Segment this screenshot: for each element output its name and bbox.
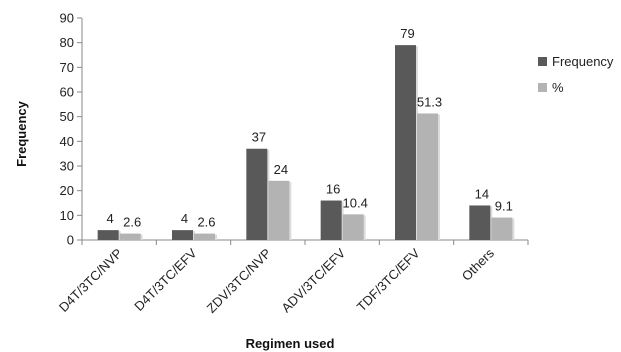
data-label: 2.6 (123, 215, 141, 230)
data-label: 4 (181, 211, 188, 226)
y-tick-label: 90 (60, 11, 74, 26)
bar (417, 113, 438, 240)
y-tick-label: 50 (60, 109, 74, 124)
x-axis: D4T/3TC/NVP D4T/3TC/EFV ZDV/3TC/NVP ADV/3TC… (56, 239, 529, 316)
y-tick-label: 40 (60, 134, 74, 149)
bar (342, 214, 364, 240)
y-tick-label: 0 (67, 233, 74, 248)
x-tick-label: TDF/3TC/EFV (354, 245, 423, 314)
bar (119, 233, 141, 240)
y-tick-label: 20 (60, 183, 74, 198)
bar (194, 233, 215, 240)
data-label: 4 (107, 211, 114, 226)
y-tick-label: 30 (60, 159, 74, 174)
legend-swatch (538, 83, 547, 92)
data-label: 14 (475, 186, 489, 201)
data-label: 24 (274, 162, 288, 177)
bar (320, 200, 342, 240)
data-label: 51.3 (417, 94, 442, 109)
y-tick-label: 80 (60, 35, 74, 50)
legend-swatch (538, 57, 547, 66)
bar (395, 45, 416, 241)
legend: Frequency% (538, 54, 614, 95)
data-label: 37 (252, 130, 266, 145)
y-tick-label: 70 (60, 60, 74, 75)
x-axis-title: Regimen used (246, 336, 335, 351)
y-axis: 0 10 20 30 40 50 60 70 80 90 (60, 11, 83, 248)
x-tick-label: D4T/3TC/EFV (131, 245, 200, 314)
data-label: 2.6 (197, 215, 215, 230)
bar (172, 230, 193, 240)
legend-label: Frequency (552, 54, 614, 69)
bar (246, 148, 268, 240)
bar (268, 180, 290, 240)
bar (97, 230, 119, 240)
data-label: 10.4 (343, 195, 368, 210)
data-label: 16 (326, 182, 340, 197)
x-tick-label: Others (459, 245, 498, 284)
x-tick-label: D4T/3TC/NVP (56, 246, 125, 315)
y-tick-label: 60 (60, 85, 74, 100)
x-tick-label: ZDV/3TC/NVP (204, 246, 274, 316)
legend-label: % (552, 80, 564, 95)
y-tick-label: 10 (60, 208, 74, 223)
x-tick-label: ADV/3TC/EFV (278, 245, 348, 315)
data-label: 9.1 (495, 199, 513, 214)
bars (97, 45, 515, 241)
bar (469, 205, 491, 240)
bar (491, 217, 513, 240)
y-axis-title: Frequency (14, 100, 29, 167)
data-label: 79 (400, 26, 414, 41)
